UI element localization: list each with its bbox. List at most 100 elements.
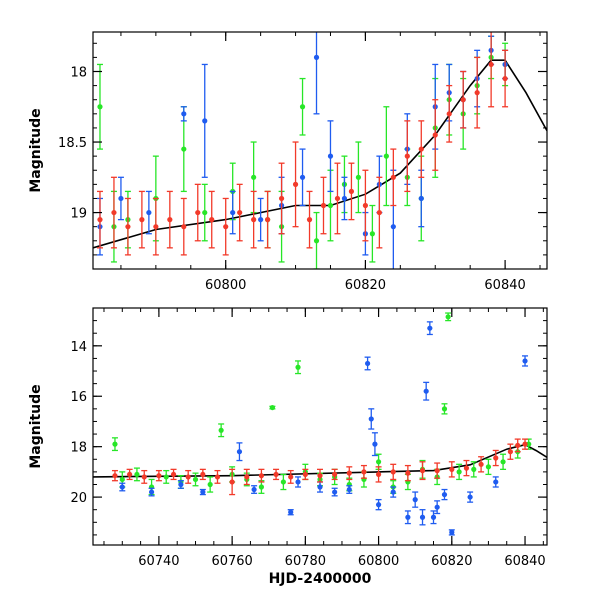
bottom-series-1 [119, 321, 529, 536]
data-point [287, 469, 294, 484]
data-point [390, 463, 397, 481]
point-marker [119, 484, 125, 490]
point-marker [404, 153, 410, 159]
point-marker [251, 217, 257, 223]
point-marker [251, 486, 257, 493]
point-marker [368, 416, 374, 422]
point-marker [430, 514, 437, 520]
top-series-2 [96, 32, 509, 256]
data-point [177, 480, 184, 489]
data-point [463, 459, 470, 477]
point-marker [445, 314, 451, 320]
data-point [166, 190, 173, 249]
data-point [163, 469, 170, 484]
data-point [295, 476, 302, 488]
point-marker [244, 474, 250, 480]
point-marker [341, 195, 348, 202]
data-point [192, 472, 199, 487]
bottom-plot-frame [92, 307, 548, 546]
point-marker [192, 476, 199, 483]
point-marker [432, 132, 438, 138]
data-point [306, 190, 313, 249]
point-marker [493, 479, 499, 485]
data-point [320, 176, 327, 235]
point-marker [441, 406, 448, 412]
point-marker [258, 473, 265, 479]
point-marker [163, 474, 169, 480]
point-marker [202, 118, 208, 124]
bottom-series-2 [111, 438, 529, 496]
point-marker [434, 504, 440, 510]
data-point [292, 141, 299, 228]
data-point [250, 190, 257, 249]
data-point [467, 491, 474, 503]
point-marker [478, 461, 484, 467]
data-point [412, 491, 419, 508]
point-marker [295, 479, 301, 485]
point-marker [202, 209, 208, 216]
data-point [434, 462, 441, 479]
data-point [485, 458, 492, 476]
data-point [418, 120, 425, 178]
y-tick-label: 19 [70, 207, 87, 222]
data-point [273, 468, 280, 481]
data-point [287, 509, 294, 516]
point-marker [258, 484, 265, 490]
point-marker [485, 464, 492, 470]
point-marker [412, 497, 418, 503]
data-point [201, 63, 208, 178]
data-point [390, 148, 397, 207]
data-point [199, 468, 206, 481]
data-point [434, 500, 441, 515]
data-point [346, 485, 353, 494]
point-marker [299, 104, 306, 110]
point-marker [111, 209, 117, 216]
point-marker [265, 217, 271, 223]
point-marker [493, 455, 499, 461]
point-marker [118, 195, 124, 202]
point-marker [418, 146, 424, 152]
point-marker [463, 465, 470, 471]
point-marker [178, 481, 184, 488]
data-point [278, 162, 285, 235]
point-marker [127, 471, 133, 478]
data-point [229, 468, 236, 496]
bottom-y-axis-title: Magnitude [28, 384, 44, 468]
data-point [371, 432, 378, 457]
data-point [331, 468, 338, 481]
x-tick-label: 60800 [205, 278, 246, 293]
point-marker [320, 202, 327, 209]
point-marker [427, 325, 433, 331]
point-marker [288, 509, 294, 515]
data-point [432, 99, 439, 171]
data-point [299, 77, 306, 136]
point-marker [229, 479, 235, 485]
data-point [375, 498, 382, 511]
data-point [194, 183, 201, 242]
data-point [364, 356, 371, 371]
point-marker [141, 474, 147, 480]
data-point [341, 176, 348, 221]
data-point [229, 190, 236, 235]
data-point [110, 176, 117, 249]
data-point [117, 176, 124, 221]
point-marker [355, 174, 362, 180]
point-marker [418, 195, 424, 202]
point-marker [446, 111, 452, 117]
data-point [362, 169, 369, 242]
point-marker [181, 111, 187, 117]
point-marker [181, 146, 187, 152]
point-marker [200, 471, 206, 478]
data-point [207, 476, 214, 493]
point-marker [369, 231, 375, 237]
data-point [514, 438, 521, 453]
point-marker [419, 514, 426, 520]
top-model-line [93, 59, 547, 249]
data-point [185, 469, 192, 484]
x-tick-label: 60820 [431, 554, 472, 569]
bottom-data-series [111, 312, 532, 536]
data-point [180, 106, 187, 122]
data-point [317, 468, 323, 483]
data-point [522, 355, 529, 367]
point-marker [195, 209, 201, 216]
